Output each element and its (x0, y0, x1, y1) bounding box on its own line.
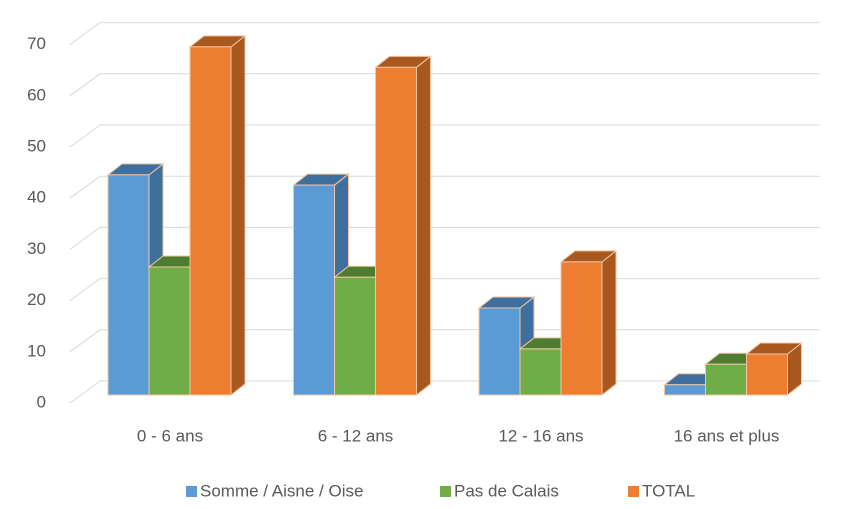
bar (148, 266, 191, 396)
bar (478, 307, 521, 396)
grid-line (69, 124, 820, 148)
bar (560, 261, 603, 396)
grid-line (69, 175, 820, 199)
bar (375, 66, 417, 396)
legend-label: Pas de Calais (454, 481, 559, 500)
y-tick-label: 10 (27, 341, 46, 360)
bar (334, 276, 376, 396)
y-tick-label: 20 (27, 290, 46, 309)
grid-line (69, 73, 820, 97)
bar-side (416, 55, 431, 397)
bar (189, 46, 232, 396)
bar (705, 363, 747, 396)
bar (293, 184, 335, 396)
grid-line (69, 226, 820, 250)
y-tick-label: 0 (37, 392, 46, 411)
y-tick-label: 50 (27, 136, 46, 155)
bar (107, 174, 150, 396)
bar-side (230, 34, 246, 397)
legend-label: Somme / Aisne / Oise (200, 481, 363, 500)
bar (664, 384, 706, 396)
legend-swatch (186, 486, 197, 497)
y-tick-label: 60 (27, 85, 46, 104)
bar-side (601, 249, 617, 397)
y-tick-label: 30 (27, 239, 46, 258)
y-tick-label: 40 (27, 188, 46, 207)
legend-swatch (440, 486, 451, 497)
bar (519, 348, 562, 396)
y-tick-label: 70 (27, 34, 46, 53)
x-tick-label: 0 - 6 ans (137, 426, 203, 445)
legend-label: TOTAL (642, 481, 695, 500)
legend-swatch (628, 486, 639, 497)
grid-line (69, 22, 820, 46)
x-tick-label: 16 ans et plus (674, 426, 780, 445)
x-tick-label: 6 - 12 ans (318, 426, 394, 445)
bar (746, 353, 788, 396)
x-tick-label: 12 - 16 ans (498, 426, 583, 445)
